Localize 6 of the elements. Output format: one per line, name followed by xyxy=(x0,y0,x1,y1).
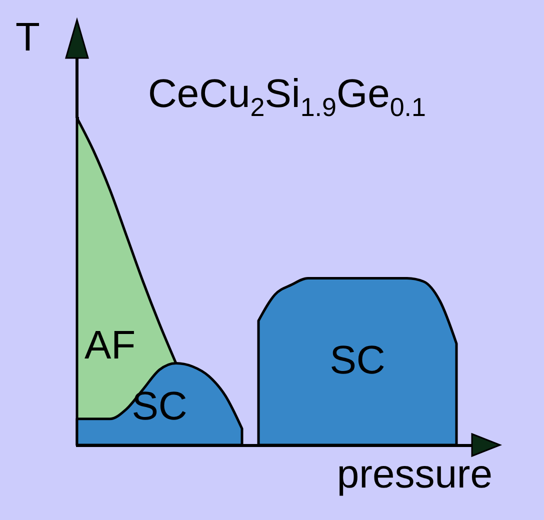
x-axis-title: pressure xyxy=(336,452,492,496)
series-label: SC xyxy=(132,384,188,428)
chart-title: CeCu$_{2}$Si$_{1.9}$Ge$_{0.1}$ xyxy=(148,72,426,123)
y-axis-title: T xyxy=(16,16,40,60)
series-label: SC xyxy=(330,338,386,383)
series-label: AF xyxy=(84,324,136,368)
